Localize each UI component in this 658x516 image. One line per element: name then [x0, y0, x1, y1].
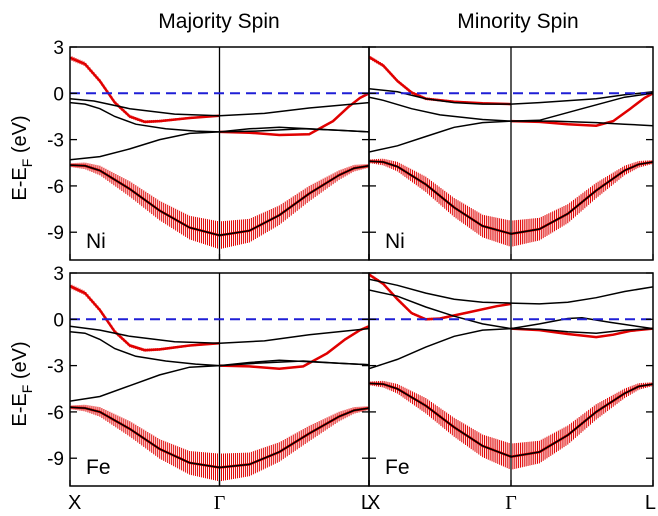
- x-tick-label: L: [361, 492, 372, 514]
- projected-band-1: [219, 92, 369, 137]
- y-tick-label: -6: [47, 403, 64, 424]
- projected-weight-0: [70, 283, 220, 352]
- band-line-2: [70, 126, 369, 161]
- x-tick-label: X: [367, 492, 380, 514]
- panel-label: Fe: [86, 456, 111, 479]
- band-line-0: [70, 325, 369, 344]
- projected-band-0: [70, 284, 220, 352]
- panel-ni-minority: Ni: [368, 46, 654, 261]
- y-tick-label: -3: [47, 357, 64, 378]
- panel-fe-majority: 3 0 -3 -6 -9 FeX Γ L: [47, 264, 372, 514]
- column-title-majority: Majority Spin: [158, 10, 279, 33]
- y-axis-label-top: E-EF (eV): [9, 115, 35, 200]
- y-axis-label-bottom: E-EF (eV): [9, 341, 35, 426]
- band-line-2: [369, 120, 653, 153]
- projected-band-0: [369, 55, 512, 106]
- panel-ni-majority: 3 0 -3 -6 -9 Ni: [47, 38, 370, 261]
- projected-band-1: [510, 327, 653, 339]
- panel-label: Ni: [86, 230, 106, 253]
- band-line-1: [369, 92, 653, 122]
- ylabel-unit: (eV): [9, 115, 31, 158]
- panel-label: Ni: [385, 230, 405, 253]
- y-tick-label: 3: [53, 38, 64, 59]
- ylabel-main: E-E: [9, 167, 31, 200]
- ylabel-unit: (eV): [9, 341, 31, 384]
- ylabel-main: E-E: [9, 393, 31, 426]
- ylabel-sub: F: [19, 159, 35, 168]
- ylabel-sub: F: [19, 385, 35, 394]
- x-tick-label: X: [68, 492, 81, 514]
- y-tick-label: -9: [47, 223, 64, 244]
- x-tick-label: Γ: [505, 492, 517, 514]
- x-tick-label: Γ: [214, 492, 226, 514]
- projected-weight-0: [369, 55, 512, 105]
- band-line-0: [369, 87, 653, 105]
- svg-text:E-EF (eV): E-EF (eV): [9, 341, 35, 426]
- plot-area: [369, 55, 653, 247]
- x-tick-label: L: [645, 492, 656, 514]
- y-tick-label: -3: [47, 131, 64, 152]
- projected-weight-0: [70, 55, 220, 124]
- band-line-2: [70, 359, 369, 402]
- y-tick-label: -6: [47, 177, 64, 198]
- projected-band-1: [219, 325, 369, 370]
- band-line-0: [70, 97, 369, 117]
- plot-area: [70, 283, 369, 482]
- column-title-minority: Minority Spin: [457, 10, 578, 33]
- y-tick-label: 0: [53, 310, 64, 331]
- y-tick-label: 3: [53, 264, 64, 285]
- panel-label: Fe: [385, 456, 410, 479]
- y-tick-label: 0: [53, 84, 64, 105]
- projected-band-0: [70, 56, 220, 124]
- panel-fe-minority: FeX Γ L: [367, 272, 656, 514]
- svg-text:E-EF (eV): E-EF (eV): [9, 115, 35, 200]
- y-tick-label: -9: [47, 449, 64, 470]
